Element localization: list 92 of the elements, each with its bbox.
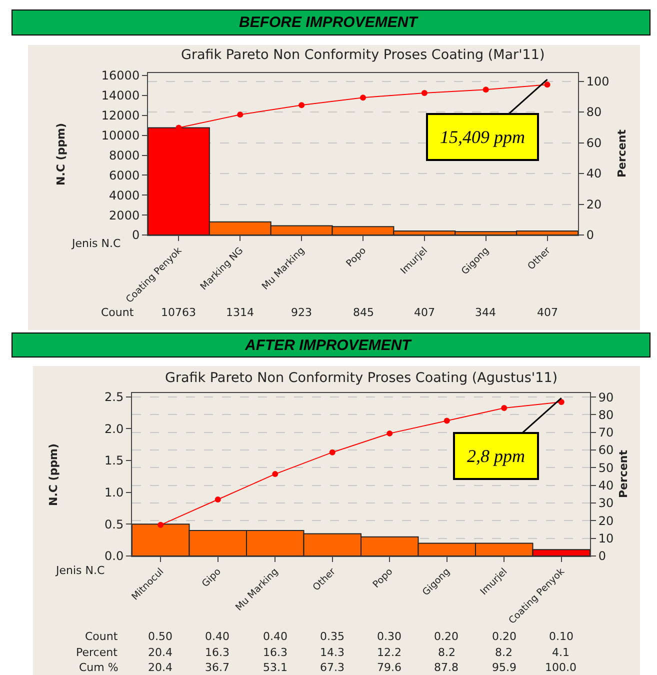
- y2-axis-title: Percent: [617, 450, 630, 498]
- y2-tick-label: 40: [598, 478, 614, 493]
- text: Cum %: [79, 661, 118, 674]
- data-label: 923: [291, 306, 312, 319]
- data-label: 0.40: [205, 630, 230, 643]
- point: [421, 90, 428, 96]
- text: 36.7: [205, 661, 230, 674]
- text: 12.2: [377, 646, 402, 659]
- data-label: 344: [475, 306, 496, 319]
- chart-subtitle: Grafik Pareto Non Conformity Proses Coating (Agustus'11): [165, 370, 558, 386]
- y-tick-label: 16000: [101, 68, 140, 83]
- y-tick-label: 0.0: [104, 549, 124, 564]
- point: [158, 522, 164, 528]
- text: 20.4: [148, 661, 172, 674]
- y2-tick-label: 100: [586, 74, 610, 88]
- y-tick-label: 4000: [109, 188, 140, 202]
- text: 67.3: [320, 661, 344, 674]
- text: Count: [85, 630, 118, 643]
- point: [272, 471, 278, 478]
- text: 4.1: [552, 646, 570, 659]
- y-axis-title: N.C (ppm): [54, 122, 68, 186]
- data-label: 407: [414, 306, 435, 319]
- y2-axis-title: Percent: [616, 129, 628, 178]
- chart-title: AFTER IMPROVEMENT: [244, 337, 413, 354]
- point: [444, 418, 450, 424]
- point: [298, 102, 305, 108]
- text: 14.3: [320, 646, 344, 659]
- y2-tick-label: 0: [586, 228, 594, 242]
- text: 16.3: [205, 646, 230, 659]
- y2-tick-label: 30: [598, 496, 614, 510]
- y-tick-label: 1.0: [104, 486, 124, 500]
- data-label: 0.35: [320, 630, 344, 643]
- text: 16.3: [263, 646, 288, 659]
- y2-tick-label: 80: [598, 408, 614, 422]
- point: [214, 496, 221, 502]
- chart-subtitle: Grafik Pareto Non Conformity Proses Coating (Mar'11): [181, 47, 545, 63]
- y-tick-label: 1.5: [104, 454, 124, 468]
- y2-tick-label: 90: [598, 390, 614, 404]
- data-label: 845: [353, 306, 374, 319]
- y-tick-label: 8000: [109, 148, 140, 162]
- y2-tick-label: 80: [586, 105, 602, 120]
- y-tick-label: 14000: [101, 88, 140, 103]
- y2-tick-label: 50: [598, 460, 614, 475]
- point: [544, 82, 550, 88]
- point: [329, 449, 336, 456]
- data-label: 0.30: [377, 630, 402, 643]
- y-tick-label: 12000: [101, 108, 140, 123]
- data-label: 0.10: [549, 630, 574, 643]
- data-label: 10763: [161, 306, 196, 319]
- text: Percent: [76, 646, 118, 659]
- y-tick-label: 6000: [109, 168, 140, 182]
- y2-tick-label: 0: [598, 549, 606, 564]
- text: Count: [101, 306, 134, 319]
- y2-tick-label: 60: [586, 136, 602, 150]
- point: [360, 94, 366, 101]
- chart-title: BEFORE IMPROVEMENT: [239, 14, 420, 31]
- point: [558, 399, 564, 406]
- data-label: 1314: [226, 306, 254, 319]
- text: 95.9: [492, 661, 516, 674]
- y2-tick-label: 40: [586, 166, 602, 181]
- y2-tick-label: 60: [598, 443, 614, 458]
- annotation: 2,8 ppm: [467, 446, 525, 466]
- annotation: 15,409 ppm: [440, 127, 525, 147]
- y2-tick-label: 70: [598, 426, 614, 440]
- x-axis-title: Jenis N.C: [71, 237, 121, 250]
- data-label: 0.20: [492, 630, 516, 643]
- data-label: 0.50: [148, 630, 172, 643]
- point: [237, 112, 244, 118]
- text: 8.2: [495, 646, 512, 659]
- text: 8.2: [438, 646, 456, 659]
- text: 20.4: [148, 646, 172, 659]
- y-tick-label: 10000: [101, 128, 140, 143]
- data-label: 407: [537, 306, 558, 319]
- y2-tick-label: 20: [586, 197, 602, 212]
- x-axis-title: Jenis N.C: [55, 564, 105, 577]
- y-tick-label: 0: [132, 228, 140, 242]
- text: 53.1: [263, 661, 288, 674]
- text: 79.6: [377, 661, 402, 674]
- data-label: 0.40: [263, 630, 288, 643]
- text: 87.8: [434, 661, 458, 674]
- y-tick-label: 2.0: [104, 422, 124, 436]
- point: [386, 430, 393, 436]
- y-tick-label: 2.5: [104, 390, 124, 404]
- y-axis-title: N.C (ppm): [47, 443, 60, 506]
- y-tick-label: 2000: [109, 208, 140, 222]
- point: [501, 405, 508, 412]
- point: [482, 86, 489, 93]
- y-tick-label: 0.5: [104, 517, 124, 532]
- y2-tick-label: 10: [598, 532, 614, 546]
- text: 100.0: [545, 661, 576, 674]
- y2-tick-label: 20: [598, 514, 614, 528]
- data-label: 0.20: [434, 630, 458, 643]
